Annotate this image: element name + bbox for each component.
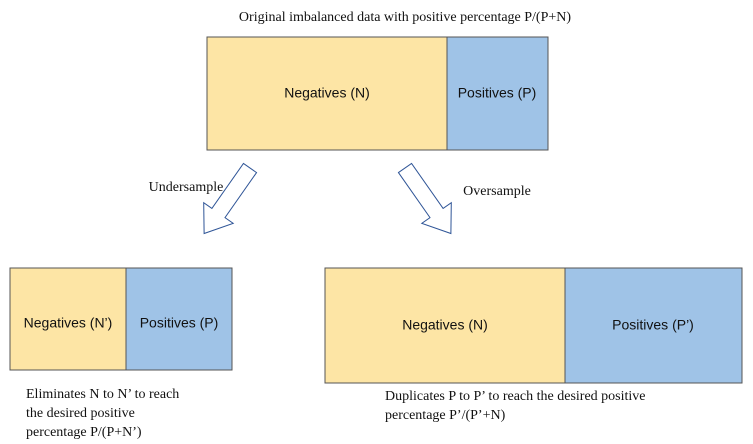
title: Original imbalanced data with positive p… — [239, 10, 571, 25]
arrow — [397, 162, 452, 235]
negatives-box — [206, 36, 448, 151]
positives-box — [564, 267, 743, 384]
negatives-label: Negatives (N) — [284, 85, 370, 101]
positives-label: Positives (P) — [458, 85, 537, 101]
caption-line: the desired positive — [26, 406, 135, 421]
positives-label: Positives (P’) — [612, 317, 694, 333]
negatives-label: Negatives (N’) — [24, 315, 113, 331]
positives-label: Positives (P) — [140, 315, 219, 331]
caption-line: Eliminates N to N’ to reach — [26, 387, 179, 402]
caption-line: percentage P’/(P’+N) — [385, 408, 506, 423]
negatives-label: Negatives (N) — [402, 317, 488, 333]
undersample-label: Undersample — [149, 180, 224, 195]
oversample-label: Oversample — [463, 184, 531, 199]
arrow — [203, 162, 258, 235]
positives-box — [125, 267, 233, 371]
caption-line: percentage P/(P+N’) — [26, 425, 142, 440]
negatives-box — [324, 267, 566, 384]
negatives-box — [9, 267, 127, 371]
caption-line: Duplicates P to P’ to reach the desired … — [385, 389, 646, 404]
positives-box — [446, 36, 549, 151]
